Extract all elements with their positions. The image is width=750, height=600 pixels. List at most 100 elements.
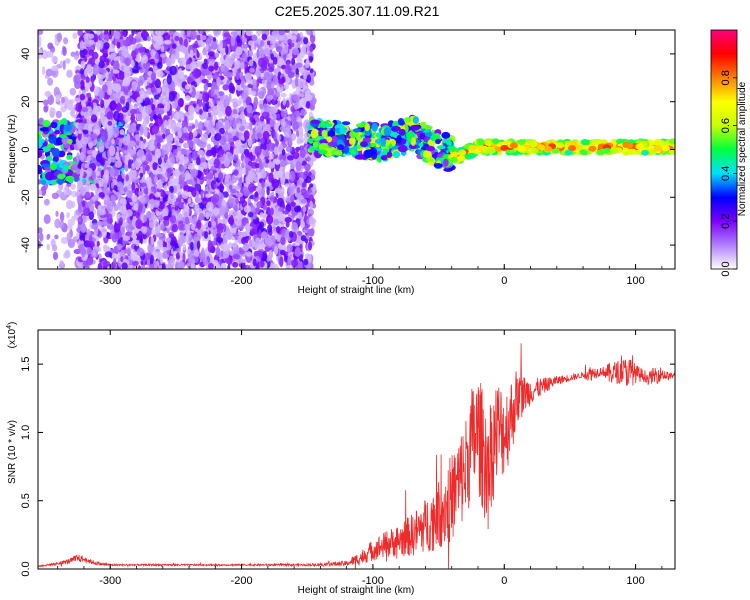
heatmap-blob (218, 149, 225, 156)
heatmap-blob (192, 215, 197, 225)
heatmap-blob (270, 44, 274, 51)
heatmap-blob (130, 252, 138, 259)
heatmap-blob (66, 69, 73, 78)
heatmap-blob (127, 91, 133, 96)
heatmap-blob (165, 90, 170, 101)
heatmap-blob (74, 55, 79, 61)
heatmap-blob (174, 74, 179, 86)
heatmap-blob (205, 38, 211, 46)
heatmap-blob (196, 157, 201, 166)
heatmap-blob (227, 132, 233, 139)
heatmap-blob (41, 163, 50, 168)
heatmap-blob (170, 157, 176, 165)
heatmap-blob (147, 243, 154, 254)
heatmap-blob (59, 220, 65, 229)
heatmap-blob (256, 201, 263, 208)
heatmap-blob (194, 203, 200, 212)
heatmap-blob (47, 77, 54, 86)
heatmap-blob (234, 204, 238, 213)
heatmap-blob (112, 263, 116, 269)
heatmap-blob (156, 70, 164, 78)
heatmap-blob (272, 225, 277, 232)
heatmap-blob (150, 236, 154, 246)
heatmap-blob (193, 138, 198, 144)
heatmap-blob (96, 43, 100, 51)
heatmap-blob (89, 183, 97, 191)
heatmap-blob (183, 172, 192, 180)
heatmap-blob (220, 50, 225, 57)
heatmap-blob (139, 196, 146, 203)
heatmap-blob (248, 211, 254, 218)
heatmap-blob (107, 139, 113, 147)
heatmap-blob (62, 46, 67, 56)
heatmap-blob (253, 96, 259, 108)
heatmap-blob (218, 91, 225, 96)
heatmap-blob (229, 215, 234, 226)
heatmap-blob (295, 160, 302, 172)
heatmap-blob (276, 226, 281, 234)
heatmap-blob (150, 72, 157, 82)
heatmap-blob (238, 177, 243, 183)
heatmap-blob (269, 195, 275, 202)
heatmap-blob (75, 168, 81, 175)
heatmap-blob (51, 55, 58, 64)
heatmap-blob (151, 126, 159, 134)
heatmap-blob (75, 233, 80, 240)
heatmap-blob (228, 93, 232, 103)
heatmap-blob (267, 66, 275, 73)
heatmap-blob (243, 143, 249, 149)
heatmap-blob (284, 216, 292, 223)
heatmap-blob (229, 58, 234, 65)
heatmap-blob (192, 43, 198, 49)
heatmap-blob (283, 53, 287, 62)
heatmap-blob (115, 191, 122, 198)
heatmap-blob (245, 251, 252, 257)
heatmap-blob (107, 120, 113, 126)
heatmap-blob (110, 52, 117, 58)
heatmap-blob (274, 245, 278, 256)
heatmap-blob (82, 207, 89, 217)
heatmap-blob (276, 197, 284, 207)
heatmap-blob (139, 172, 144, 178)
heatmap-blob (225, 94, 229, 106)
heatmap-blob (205, 44, 209, 51)
heatmap-blob (54, 218, 61, 229)
heatmap-blob (131, 194, 138, 202)
heatmap-blob (142, 54, 148, 64)
heatmap-blob (47, 42, 54, 50)
heatmap-blob (143, 188, 148, 195)
heatmap-blob (243, 130, 250, 140)
heatmap-blob (90, 114, 98, 123)
heatmap-blob (129, 124, 137, 133)
heatmap-blob (121, 262, 128, 269)
heatmap-blob (112, 61, 120, 70)
heatmap-blob (84, 163, 90, 169)
heatmap-blob (104, 142, 109, 149)
heatmap-blob (235, 131, 240, 138)
heatmap-blob (177, 213, 183, 222)
heatmap-blob (170, 121, 177, 130)
heatmap-blob (152, 162, 158, 171)
heatmap-blob (233, 153, 239, 162)
heatmap-blob (269, 152, 274, 160)
heatmap-blob (150, 49, 156, 58)
heatmap-blob (258, 57, 265, 68)
heatmap-blob (85, 76, 90, 83)
heatmap-blob (95, 30, 102, 36)
heatmap-blob (289, 186, 294, 195)
heatmap-blob (295, 77, 299, 88)
heatmap-blob (303, 171, 310, 176)
heatmap-blob (44, 90, 52, 98)
heatmap-blob (259, 162, 263, 170)
heatmap-blob (131, 30, 135, 36)
heatmap-blob (146, 210, 152, 220)
heatmap-blob (225, 105, 232, 117)
heatmap-blob (50, 121, 58, 129)
heatmap-blob (240, 61, 245, 70)
heatmap-blob (131, 182, 136, 191)
heatmap-blob (197, 178, 201, 185)
heatmap-blob (149, 58, 156, 65)
heatmap-blob (109, 145, 116, 157)
heatmap-blob (302, 206, 307, 213)
